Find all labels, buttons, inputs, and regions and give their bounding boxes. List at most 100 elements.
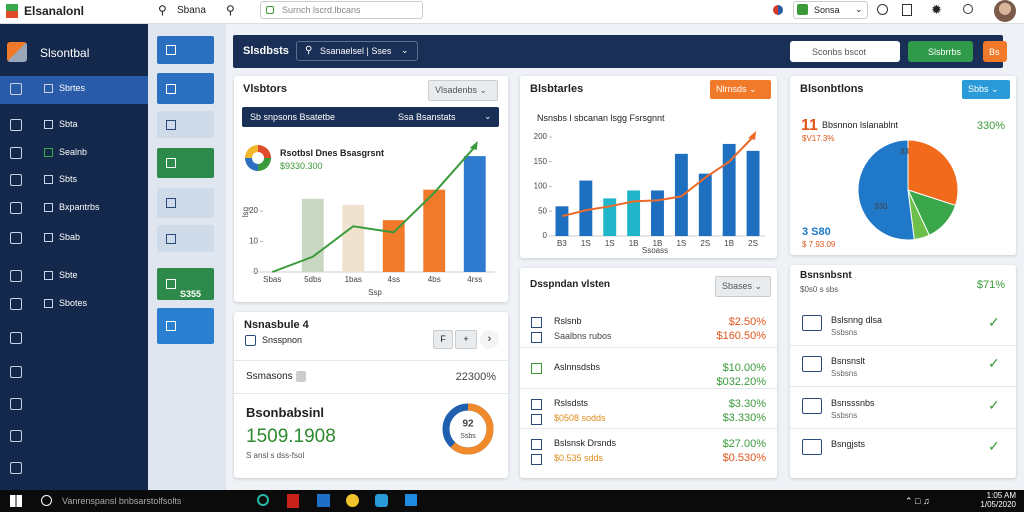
task-name: Bsngjsts (831, 439, 866, 449)
start-button[interactable] (10, 495, 22, 507)
dropdown[interactable]: Nlrnsds ⌄ (710, 80, 771, 99)
nav-icon[interactable] (10, 119, 22, 131)
header-button-2[interactable] (983, 41, 1007, 62)
card-title: Vlsbtors (243, 83, 288, 95)
nav-item-icon (44, 175, 53, 184)
row-icon (531, 317, 542, 328)
divider (790, 428, 1016, 429)
card-value: $71% (976, 279, 1005, 291)
filter-left: Sb snpsons Bsatetbe (250, 112, 336, 122)
nav-item[interactable]: Sbta (59, 119, 78, 129)
nav-icon[interactable] (10, 398, 22, 410)
account-menu[interactable] (793, 1, 868, 19)
row-name: Aslnnsdsbs (554, 362, 601, 372)
task-icon (802, 356, 822, 372)
nav-icon[interactable] (10, 232, 22, 244)
card-title: Blsbtarles (530, 83, 584, 95)
nav-icon[interactable] (10, 174, 22, 186)
header-search-box-text: Sconbs bscot (812, 47, 867, 57)
nav-item-icon (44, 120, 53, 129)
task-name: Bslsnng dlsa (831, 315, 883, 325)
right-value: 330% (976, 120, 1005, 132)
button[interactable]: + (455, 330, 477, 349)
row-value: $160.50% (716, 330, 766, 342)
nav-item[interactable]: Sealnb (59, 147, 88, 157)
dropdown-text: Vlsadenbs (435, 85, 478, 95)
nav-icon[interactable] (10, 332, 22, 344)
row-name: Rslsnb (554, 316, 582, 326)
chart-subtitle: Nsnsbs l sbcanan lsgg Fsrsgnnt (537, 113, 665, 123)
taskbar-search-icon[interactable] (41, 495, 52, 506)
task-check[interactable]: ✓ (988, 397, 1000, 413)
dropdown[interactable]: Sbases ⌄ (715, 276, 771, 297)
tab[interactable]: Sbana (177, 5, 206, 16)
tray-icons[interactable]: ⌃ □ ♫ (905, 496, 930, 506)
task-check[interactable]: ✓ (988, 355, 1000, 371)
nav-item[interactable]: Sbte (59, 270, 78, 280)
dropdown[interactable]: Sbbs ⌄ (962, 80, 1010, 99)
row-icon (531, 454, 542, 465)
nav-icon[interactable] (10, 366, 22, 378)
logo (6, 4, 18, 18)
header-search[interactable] (296, 41, 418, 61)
nav-icon[interactable] (10, 462, 22, 474)
tile-icon (166, 45, 176, 55)
task-sub: Ssbsns (831, 328, 858, 337)
task-icon (802, 398, 822, 414)
nav-icon[interactable] (10, 430, 22, 442)
button[interactable]: F (433, 330, 453, 349)
search-box[interactable] (260, 1, 423, 19)
header-button[interactable] (908, 41, 973, 62)
card-sub: $0s0 s sbs (800, 285, 839, 294)
avatar[interactable] (994, 0, 1016, 22)
settings-icon[interactable]: ✹ (931, 2, 942, 17)
filter-caret: ⌄ (484, 111, 492, 121)
notification-icon[interactable] (773, 5, 783, 15)
app-icon[interactable] (317, 494, 330, 507)
nav-item[interactable]: Sbotes (59, 298, 88, 308)
time: 1:05 AM (986, 491, 1016, 500)
row-sub: $0508 sodds (554, 413, 606, 423)
app-icon[interactable] (405, 494, 417, 506)
divider (790, 345, 1016, 346)
nav-item[interactable]: Sbrtes (59, 83, 86, 93)
dropdown-text: Sbases (722, 281, 753, 291)
divider (520, 428, 777, 429)
nav-item[interactable]: Sbts (59, 174, 78, 184)
footer-value: 3 S80 (802, 226, 831, 238)
tile-icon (166, 233, 176, 244)
nav-icon[interactable] (10, 298, 22, 310)
task-check[interactable]: ✓ (988, 438, 1000, 454)
search-icon[interactable]: ⚲ (158, 3, 167, 17)
card-title: Dsspndan vlsten (530, 279, 611, 290)
task-check[interactable]: ✓ (988, 314, 1000, 330)
header-button-2-text: Bs (989, 47, 1000, 57)
nav-icon[interactable] (10, 270, 22, 282)
dropdown[interactable]: Vlsadenbs ⌄ (428, 80, 498, 101)
nav-icon[interactable] (10, 147, 22, 159)
app-icon[interactable] (346, 494, 359, 507)
row-label: Ssmasons (246, 371, 293, 382)
row-value: $3.30% (728, 398, 766, 410)
nav-icon[interactable] (10, 202, 22, 214)
nav-item[interactable]: Sbab (59, 232, 81, 242)
bell-icon[interactable] (963, 4, 973, 14)
main-value: 1509.1908 (246, 426, 336, 447)
row-value: $10.00% (722, 362, 766, 374)
divider (520, 388, 777, 389)
nav-item[interactable]: Bxpantrbs (59, 202, 100, 212)
sidebar-logo (7, 42, 27, 62)
filter-bar[interactable] (242, 107, 499, 127)
doc-icon[interactable] (902, 4, 912, 16)
app-icon[interactable] (375, 494, 388, 507)
taskbar-search[interactable]: Vanrenspansl bnbsarstolfsolts (62, 496, 182, 506)
header-search-box[interactable] (790, 41, 900, 62)
refresh-icon[interactable]: ⚲ (226, 3, 235, 17)
next-button[interactable]: › (480, 330, 499, 349)
divider (520, 347, 777, 348)
help-icon[interactable] (877, 4, 888, 15)
app-icon[interactable] (257, 494, 269, 506)
nav-icon[interactable] (10, 83, 22, 95)
row-icon (531, 332, 542, 343)
app-icon[interactable] (287, 494, 299, 508)
